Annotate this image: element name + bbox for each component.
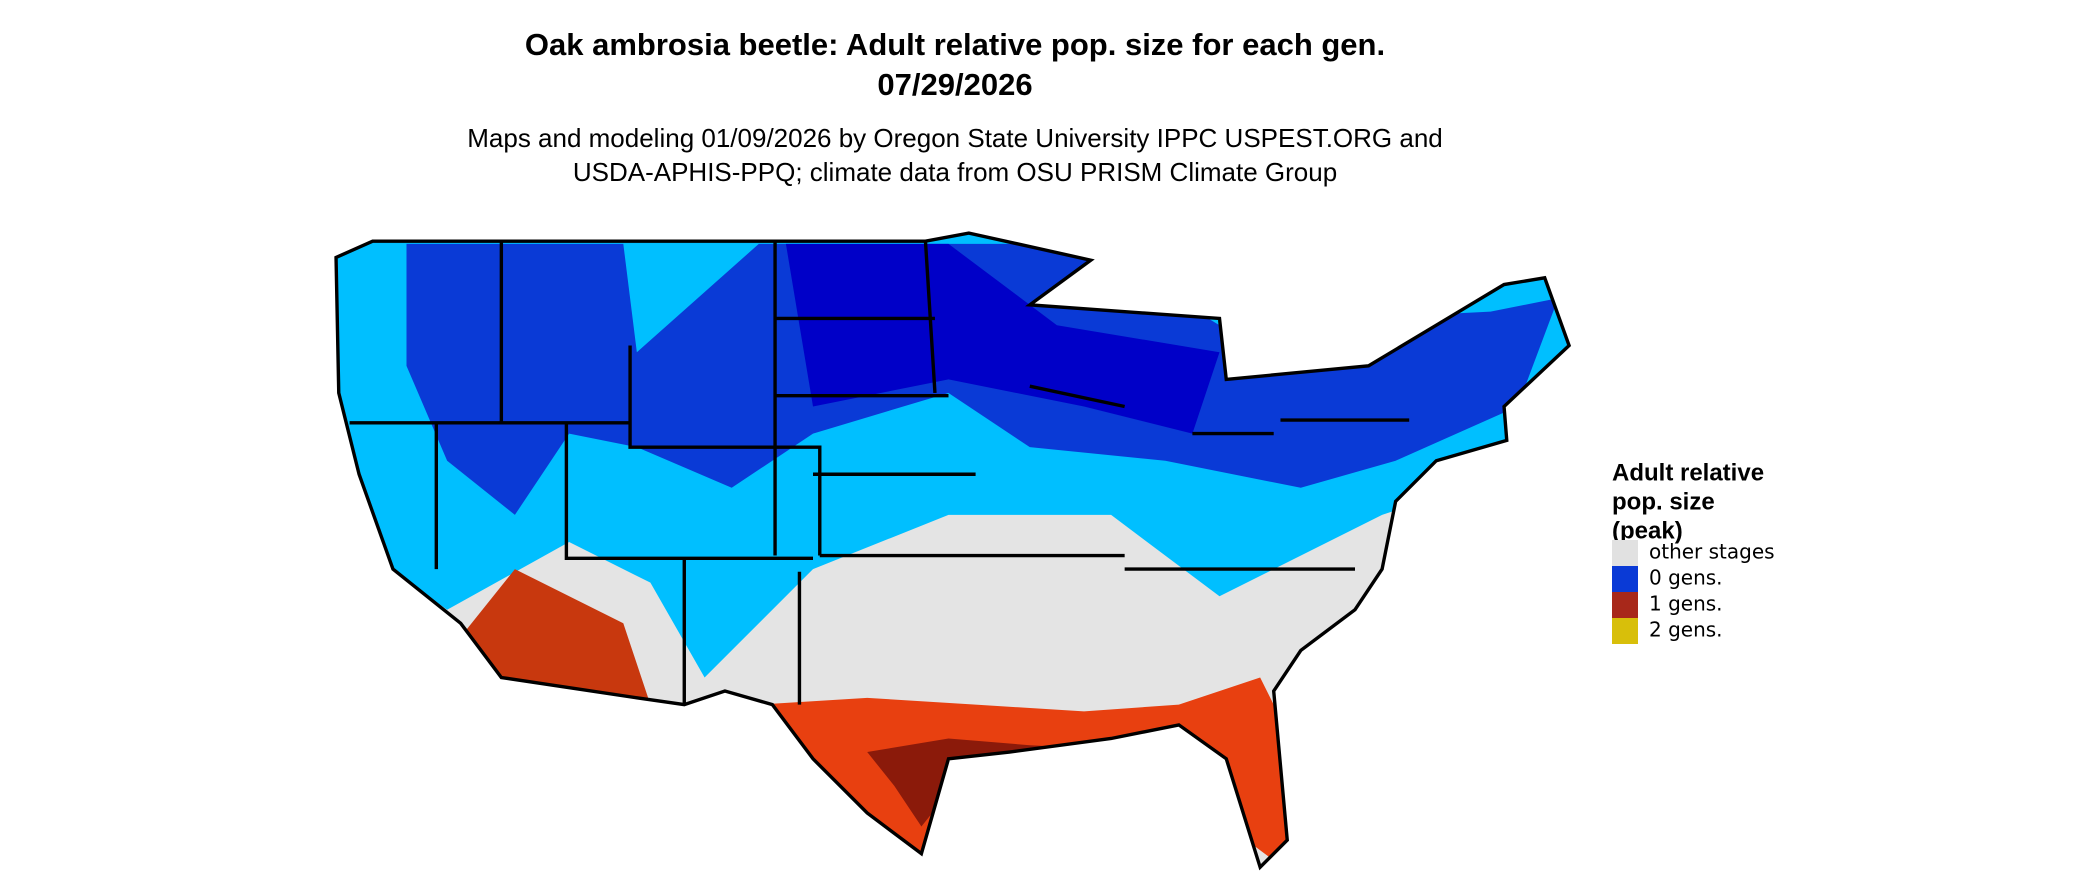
legend-label: 0 gens. [1649,566,1723,590]
legend-label: 1 gens. [1649,592,1723,616]
region-red [758,677,1301,868]
legend-swatch [1612,540,1638,566]
title: Oak ambrosia beetle: Adult relative pop.… [525,27,1385,62]
us-map [334,231,1572,871]
legend-title: (peak) [1612,517,1683,544]
legend: Adult relative pop. size (peak) other st… [1612,459,1775,644]
legend-title: Adult relative [1612,459,1764,486]
legend-label: other stages [1649,540,1775,564]
legend-label: 2 gens. [1649,618,1723,642]
legend-swatch [1612,618,1638,644]
region-red [460,569,651,705]
state-borders [334,231,1572,871]
subtitle: Maps and modeling 01/09/2026 by Oregon S… [467,123,1443,153]
legend-title: pop. size [1612,488,1715,515]
region-dark-blue [785,243,1220,434]
legend-swatch [1612,566,1638,592]
subtitle: USDA-APHIS-PPQ; climate data from OSU PR… [573,157,1337,187]
legend-swatch [1612,592,1638,618]
date: 07/29/2026 [877,67,1032,102]
